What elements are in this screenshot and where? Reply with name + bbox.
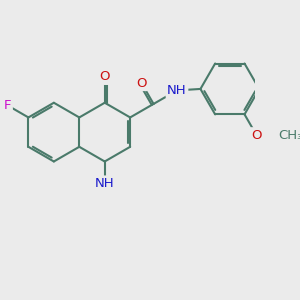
Text: O: O bbox=[100, 70, 110, 83]
Text: NH: NH bbox=[95, 177, 115, 190]
Text: F: F bbox=[4, 99, 11, 112]
Text: O: O bbox=[136, 76, 147, 90]
Text: O: O bbox=[251, 129, 262, 142]
Text: NH: NH bbox=[167, 84, 187, 97]
Text: CH₃: CH₃ bbox=[279, 129, 300, 142]
